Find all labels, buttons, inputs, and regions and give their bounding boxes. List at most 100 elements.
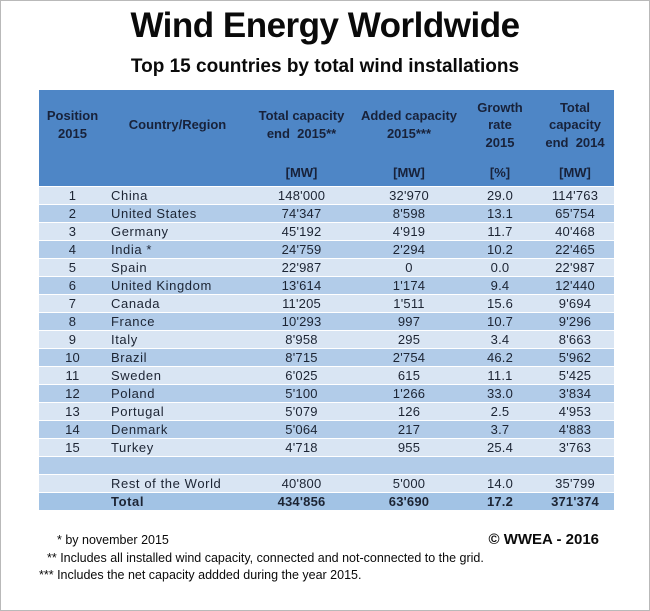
cell-position: 9: [39, 330, 106, 348]
cell-country: Germany: [106, 222, 249, 240]
cell-country: Spain: [106, 258, 249, 276]
cell-growth-2015: 2.5: [464, 402, 536, 420]
table-row: 12 Poland 5'100 1'266 33.0 3'834: [39, 384, 614, 402]
cell-growth-2015: 13.1: [464, 204, 536, 222]
cell-position: 2: [39, 204, 106, 222]
cell-total-2014: 371'374: [536, 492, 614, 510]
cell-total-2015: 22'987: [249, 258, 354, 276]
cell-growth-2015: 3.4: [464, 330, 536, 348]
cell-growth-2015: 3.7: [464, 420, 536, 438]
cell-total-2014: 114'763: [536, 186, 614, 204]
cell-country: Denmark: [106, 420, 249, 438]
cell-added-2015: 615: [354, 366, 464, 384]
cell-total-2014: 35'799: [536, 474, 614, 492]
cell-country: Brazil: [106, 348, 249, 366]
cell-growth-2015: [464, 456, 536, 474]
cell-total-2015: 5'079: [249, 402, 354, 420]
cell-total-2014: 8'663: [536, 330, 614, 348]
cell-growth-2015: 25.4: [464, 438, 536, 456]
cell-total-2014: 12'440: [536, 276, 614, 294]
table-row: 5 Spain 22'987 0 0.0 22'987: [39, 258, 614, 276]
cell-position: 15: [39, 438, 106, 456]
cell-total-2015: 5'100: [249, 384, 354, 402]
cell-position: 3: [39, 222, 106, 240]
cell-total-2015: 13'614: [249, 276, 354, 294]
cell-added-2015: 8'598: [354, 204, 464, 222]
column-header-country-region: Country/Region: [106, 90, 249, 160]
column-header-growth-rate-2015: Growth rate 2015: [464, 90, 536, 160]
cell-total-2014: 5'425: [536, 366, 614, 384]
cell-added-2015: 126: [354, 402, 464, 420]
cell-country: United Kingdom: [106, 276, 249, 294]
header-unit-row: [MW] [MW] [%] [MW]: [39, 160, 614, 186]
cell-total-2015: 148'000: [249, 186, 354, 204]
cell-total-2015: 24'759: [249, 240, 354, 258]
cell-growth-2015: 17.2: [464, 492, 536, 510]
cell-country: France: [106, 312, 249, 330]
cell-total-2015: 74'347: [249, 204, 354, 222]
cell-total-2014: 9'296: [536, 312, 614, 330]
table-row: 6 United Kingdom 13'614 1'174 9.4 12'440: [39, 276, 614, 294]
cell-country: Total: [106, 492, 249, 510]
cell-added-2015: 63'690: [354, 492, 464, 510]
cell-country: Poland: [106, 384, 249, 402]
column-unit-country-region: [106, 160, 249, 186]
cell-total-2015: 40'800: [249, 474, 354, 492]
table-row: 7 Canada 11'205 1'511 15.6 9'694: [39, 294, 614, 312]
cell-total-2014: 40'468: [536, 222, 614, 240]
table-row: 11 Sweden 6'025 615 11.1 5'425: [39, 366, 614, 384]
table-row: 10 Brazil 8'715 2'754 46.2 5'962: [39, 348, 614, 366]
table-row: 3 Germany 45'192 4'919 11.7 40'468: [39, 222, 614, 240]
cell-growth-2015: 29.0: [464, 186, 536, 204]
cell-total-2015: 11'205: [249, 294, 354, 312]
table-container: Position 2015 Country/Region Total capac…: [39, 90, 614, 510]
cell-added-2015: 2'754: [354, 348, 464, 366]
cell-total-2015: 10'293: [249, 312, 354, 330]
cell-country: [106, 456, 249, 474]
footnote-by-november: * by november 2015: [57, 533, 169, 547]
cell-country: Portugal: [106, 402, 249, 420]
column-unit-position: [39, 160, 106, 186]
table-row: 1 China 148'000 32'970 29.0 114'763: [39, 186, 614, 204]
cell-growth-2015: 11.7: [464, 222, 536, 240]
footnote-added-capacity: *** Includes the net capacity addded dur…: [39, 568, 362, 582]
cell-added-2015: 4'919: [354, 222, 464, 240]
table-row: 4 India * 24'759 2'294 10.2 22'465: [39, 240, 614, 258]
cell-country: Rest of the World: [106, 474, 249, 492]
cell-added-2015: 1'511: [354, 294, 464, 312]
cell-added-2015: 0: [354, 258, 464, 276]
column-header-total-capacity-2014: Total capacity end 2014: [536, 90, 614, 160]
cell-country: United States: [106, 204, 249, 222]
cell-total-2014: [536, 456, 614, 474]
table-row: 15 Turkey 4'718 955 25.4 3'763: [39, 438, 614, 456]
wind-table-body: 1 China 148'000 32'970 29.0 114'763 2 United St…: [39, 186, 614, 510]
cell-added-2015: 1'174: [354, 276, 464, 294]
cell-country: Canada: [106, 294, 249, 312]
page-title: Wind Energy Worldwide: [130, 6, 520, 45]
cell-total-2014: 9'694: [536, 294, 614, 312]
table-row-total: Total 434'856 63'690 17.2 371'374: [39, 492, 614, 510]
cell-country: Italy: [106, 330, 249, 348]
cell-added-2015: 5'000: [354, 474, 464, 492]
cell-added-2015: 997: [354, 312, 464, 330]
column-unit-total-capacity-2015: [MW]: [249, 160, 354, 186]
table-row: 14 Denmark 5'064 217 3.7 4'883: [39, 420, 614, 438]
cell-position: 5: [39, 258, 106, 276]
cell-total-2015: 5'064: [249, 420, 354, 438]
cell-country: Turkey: [106, 438, 249, 456]
footer: * by november 2015 ** Includes all insta…: [39, 531, 611, 585]
column-header-added-capacity-2015: Added capacity 2015***: [354, 90, 464, 160]
cell-position: [39, 492, 106, 510]
table-row: 2 United States 74'347 8'598 13.1 65'754: [39, 204, 614, 222]
cell-total-2014: 5'962: [536, 348, 614, 366]
cell-growth-2015: 15.6: [464, 294, 536, 312]
cell-total-2015: 4'718: [249, 438, 354, 456]
cell-added-2015: 1'266: [354, 384, 464, 402]
cell-position: 8: [39, 312, 106, 330]
cell-position: 12: [39, 384, 106, 402]
cell-total-2015: [249, 456, 354, 474]
cell-growth-2015: 33.0: [464, 384, 536, 402]
copyright: © WWEA - 2016: [488, 531, 599, 548]
cell-position: 1: [39, 186, 106, 204]
cell-country: India *: [106, 240, 249, 258]
